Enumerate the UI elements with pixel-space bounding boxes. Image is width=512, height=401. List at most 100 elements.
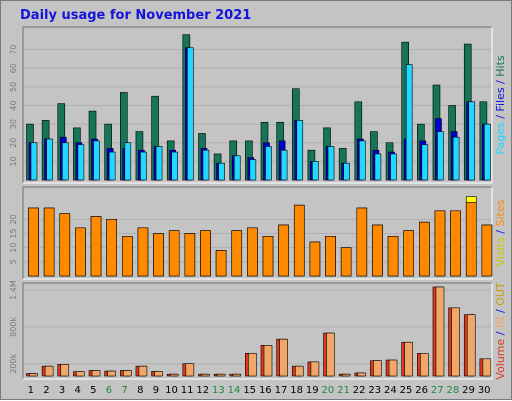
sites-bar [59, 213, 71, 277]
sites-bar [75, 227, 86, 277]
in-bar [420, 352, 429, 377]
x-day-label: 2 [43, 385, 49, 396]
in-bar [482, 358, 492, 377]
in-bar [263, 345, 273, 377]
x-day-label: 29 [462, 385, 475, 396]
x-day-label: 30 [478, 385, 491, 396]
x-day-label: 4 [75, 385, 81, 396]
side-legend: Visits / Sites [494, 199, 507, 266]
sites-bar [90, 216, 102, 277]
chart-title: Daily usage for November 2021 [20, 8, 252, 23]
in-bar [232, 373, 242, 377]
pages-bar [296, 120, 304, 181]
x-day-label: 17 [275, 385, 288, 396]
x-day-label: 23 [368, 385, 381, 396]
x-day-label: 10 [165, 385, 178, 396]
side-legend-part: / [494, 77, 507, 88]
pages-bar [312, 161, 319, 181]
x-day-label: 14 [228, 385, 241, 396]
in-bar [91, 370, 101, 377]
side-legend-part: Sites [494, 199, 507, 226]
sites-bar [200, 230, 211, 277]
sites-bar [387, 236, 399, 277]
panel-border-shadow [22, 26, 492, 183]
y-tick-label: 10 [9, 243, 18, 253]
x-day-label: 15 [243, 385, 256, 396]
in-bar [216, 373, 226, 377]
pages-bar [452, 136, 460, 181]
sites-bar [419, 221, 430, 277]
in-bar [466, 314, 476, 377]
pages-bar [249, 159, 257, 181]
side-legend: Volume / IN / OUT [494, 282, 507, 380]
side-legend-part: OUT [494, 282, 507, 306]
panel-background [23, 283, 492, 379]
pages-bar [280, 149, 288, 181]
sites-bar [122, 236, 133, 277]
in-bar [169, 373, 179, 377]
pages-bar [265, 146, 272, 181]
x-day-label: 24 [384, 385, 397, 396]
in-bar [185, 363, 195, 377]
x-day-label: 28 [447, 385, 460, 396]
x-day-label: 9 [153, 385, 159, 396]
sites-bar [106, 219, 117, 277]
in-bar [201, 373, 210, 377]
y-tick-label: 50 [9, 82, 18, 92]
panel-hits-files-pages: 70 60 50 40 30 20 10 Pages / Files / Hits [9, 26, 507, 184]
pages-bar [187, 47, 194, 181]
pages-bar [484, 123, 491, 181]
y-tick-label: 200k [9, 353, 18, 373]
sites-bar [403, 230, 415, 277]
panel-border-light [23, 283, 493, 380]
y-tick-label: 20 [9, 214, 18, 224]
panel-border-shadow [22, 186, 492, 279]
pages-bar [327, 146, 335, 181]
x-day-label: 3 [59, 385, 65, 396]
pages-bar [93, 140, 100, 181]
in-bar [60, 364, 70, 377]
x-day-label: 11 [181, 385, 194, 396]
in-bar [279, 338, 288, 377]
in-bar [154, 371, 163, 377]
pages-bar [405, 64, 413, 181]
panel-border-light [23, 27, 493, 184]
in-bar [107, 370, 116, 377]
in-bar [29, 373, 38, 377]
in-bar [76, 371, 85, 377]
sites-bar [356, 207, 368, 277]
side-legend-part: / [494, 226, 507, 237]
pages-bar [124, 142, 132, 181]
side-legend-part: Hits [494, 55, 507, 77]
side-legend-part: IN [494, 317, 507, 328]
in-bar [357, 372, 367, 377]
side-legend-part: Volume [494, 338, 507, 379]
in-bar [341, 373, 351, 377]
x-day-label: 16 [259, 385, 272, 396]
in-bar [310, 361, 320, 377]
x-day-label: 13 [212, 385, 225, 396]
x-day-label: 20 [321, 385, 334, 396]
y-tick-label: 1.4M [9, 280, 18, 300]
x-day-label: 19 [306, 385, 319, 396]
y-tick-label: 15 [9, 228, 18, 238]
sites-bar [325, 236, 336, 277]
x-day-label: 7 [121, 385, 127, 396]
in-bar [123, 370, 132, 377]
in-bar [138, 365, 148, 377]
x-day-label: 18 [290, 385, 303, 396]
sites-bar [434, 210, 446, 277]
in-bar [388, 359, 398, 377]
y-tick-label: 60 [9, 63, 18, 73]
sites-bar [28, 207, 39, 277]
pages-bar [343, 162, 350, 181]
x-day-label: 22 [353, 385, 366, 396]
side-legend: Pages / Files / Hits [494, 55, 507, 155]
sites-bar [184, 233, 196, 277]
sites-bar [465, 202, 477, 277]
in-bar [294, 365, 304, 377]
pages-bar [46, 138, 53, 181]
y-tick-label: 70 [9, 45, 18, 55]
side-legend-part: / [494, 112, 507, 123]
in-bar [451, 307, 460, 377]
